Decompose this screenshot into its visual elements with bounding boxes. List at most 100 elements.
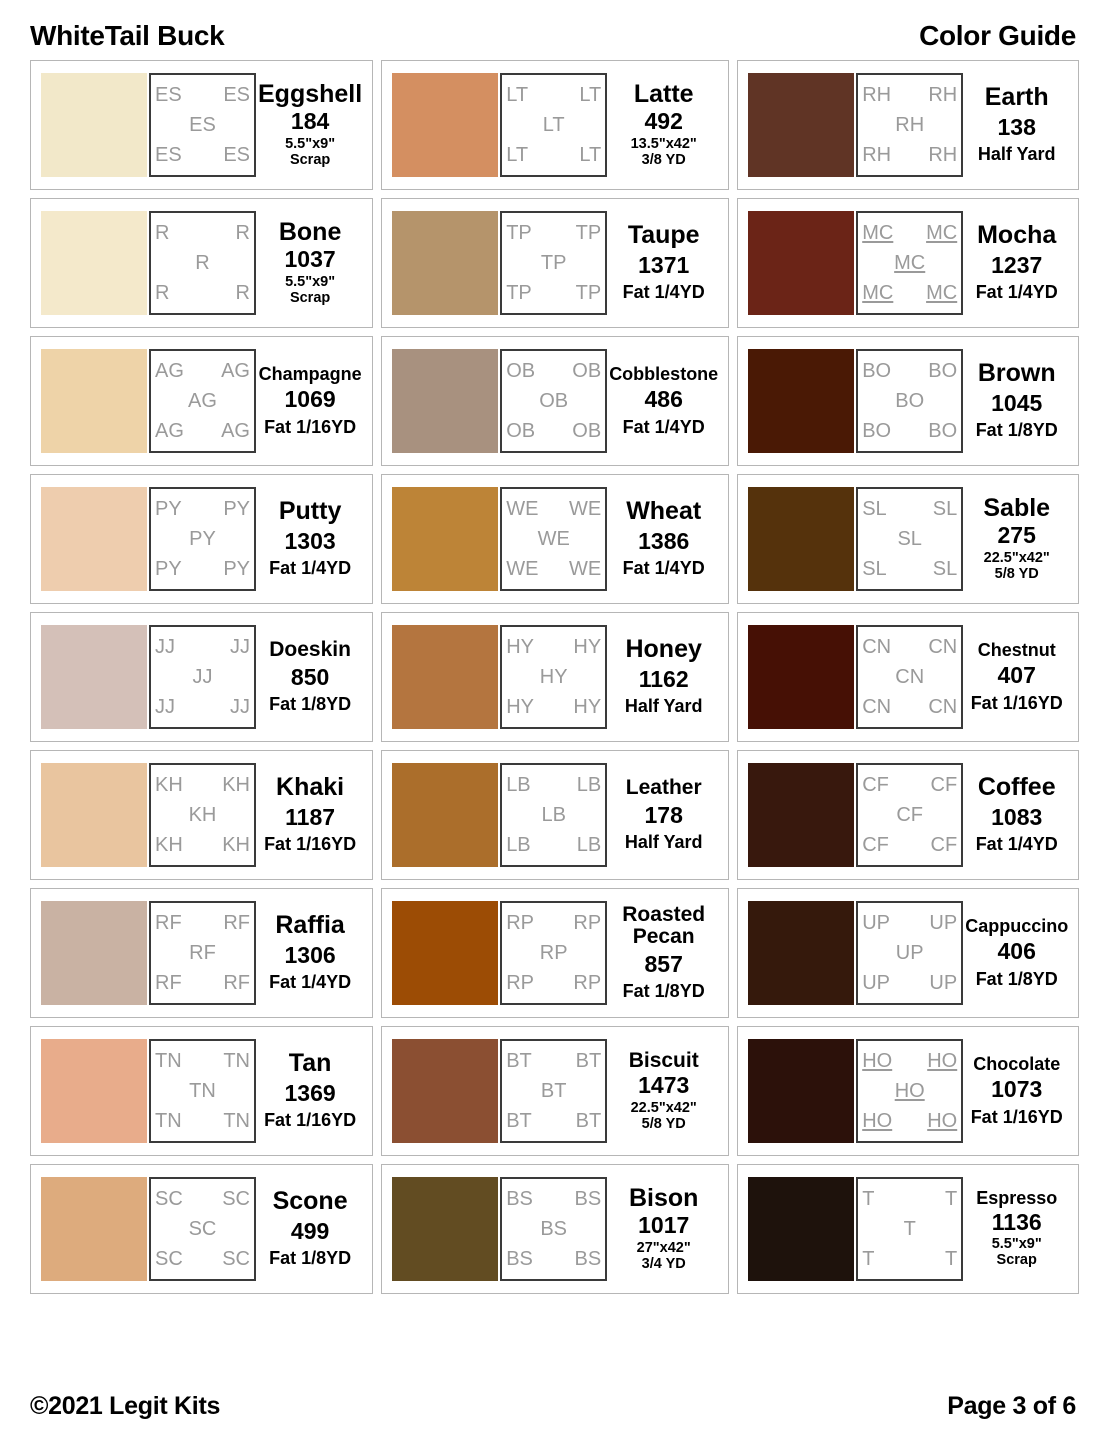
fabric-name: Khaki: [276, 773, 345, 802]
fabric-code: BO: [928, 420, 958, 442]
fabric-code: CN: [862, 696, 892, 718]
fabric-number: 1306: [284, 941, 336, 968]
fabric-name: Scone: [272, 1187, 348, 1216]
fabric-info: Tan 1369 Fat 1/16YD: [256, 1050, 364, 1131]
fabric-yardage: Fat 1/8YD: [975, 420, 1058, 441]
fabric-number: 1386: [638, 527, 690, 554]
code-box: HY HY HY HY HY: [500, 625, 608, 729]
fabric-code: WE: [506, 558, 539, 580]
code-row-top: CF CF: [862, 775, 957, 795]
color-swatch: [392, 73, 499, 177]
fabric-code: HY: [573, 696, 602, 718]
fabric-card: OB OB OB OB OB Cobblestone 486 Fat 1/4YD: [381, 336, 730, 466]
color-swatch: [748, 487, 855, 591]
fabric-code: BS: [574, 1188, 602, 1210]
code-row-top: RP RP: [506, 913, 601, 933]
fabric-number: 499: [290, 1217, 330, 1244]
fabric-card: SL SL SL SL SL Sable 275 22.5"x42" 5/8 YD: [737, 474, 1080, 604]
fabric-code: CN: [895, 666, 925, 688]
code-row-top: AG AG: [155, 361, 250, 381]
fabric-code: BO: [862, 420, 892, 442]
fabric-code: R: [155, 282, 170, 304]
fabric-name: Honey: [625, 635, 702, 664]
code-row-bottom: SL SL: [862, 559, 957, 579]
fabric-code: RH: [862, 144, 892, 166]
fabric-card: CF CF CF CF CF Coffee 1083 Fat 1/4YD: [737, 750, 1080, 880]
fabric-code: KH: [155, 834, 183, 856]
code-row-bottom: CN CN: [862, 697, 957, 717]
code-row-middle: BO: [862, 391, 957, 411]
fabric-name: Mocha: [977, 221, 1057, 250]
fabric-code: CF: [862, 774, 889, 796]
fabric-code: JJ: [230, 636, 250, 658]
color-swatch: [748, 1039, 855, 1143]
fabric-code: RF: [155, 912, 182, 934]
fabric-number: 1187: [285, 803, 336, 830]
fabric-code: PY: [155, 498, 182, 520]
fabric-code: OB: [572, 420, 602, 442]
fabric-code: R: [235, 222, 250, 244]
fabric-code: RP: [573, 912, 602, 934]
fabric-number: 275: [997, 522, 1036, 549]
fabric-card: RH RH RH RH RH Earth 138 Half Yard: [737, 60, 1080, 190]
fabric-number: 138: [997, 113, 1036, 140]
fabric-number: 1237: [991, 251, 1043, 278]
fabric-card: RP RP RP RP RP Roasted Pecan 857 Fat 1/8YD: [381, 888, 730, 1018]
color-swatch: [748, 1177, 855, 1281]
code-row-bottom: BS BS: [506, 1249, 601, 1269]
fabric-yardage: Fat 1/8YD: [269, 1248, 352, 1269]
fabric-card: RF RF RF RF RF Raffia 1306 Fat 1/4YD: [30, 888, 374, 1018]
color-swatch: [41, 487, 147, 591]
code-row-middle: OB: [506, 391, 601, 411]
code-row-middle: SL: [862, 529, 957, 549]
fabric-code: UP: [895, 942, 924, 964]
fabric-number: 1083: [991, 803, 1043, 830]
fabric-info: Chocolate 1073 Fat 1/16YD: [963, 1055, 1070, 1128]
fabric-cut-size: 5.5"x9": [285, 135, 336, 152]
fabric-code: TN: [155, 1110, 182, 1132]
color-swatch: [41, 763, 147, 867]
color-swatch: [748, 73, 855, 177]
fabric-code: MC: [926, 222, 958, 244]
fabric-code: BT: [506, 1110, 532, 1132]
fabric-number: 1017: [638, 1212, 690, 1239]
fabric-number: 1371: [638, 251, 690, 278]
fabric-code: AG: [221, 420, 250, 442]
fabric-code: BS: [506, 1188, 533, 1210]
fabric-code: RH: [895, 114, 925, 136]
fabric-code: BS: [574, 1248, 602, 1270]
fabric-name: Champagne: [258, 363, 362, 384]
code-row-bottom: WE WE: [506, 559, 601, 579]
fabric-number: 406: [997, 938, 1036, 965]
fabric-card: HO HO HO HO HO Chocolate 1073 Fat 1/16YD: [737, 1026, 1080, 1156]
fabric-card: KH KH KH KH KH Khaki 1187 Fat 1/16YD: [30, 750, 374, 880]
fabric-code: SL: [932, 498, 958, 520]
fabric-code: SC: [222, 1248, 250, 1270]
fabric-code: ES: [223, 144, 250, 166]
fabric-number: 184: [290, 108, 330, 135]
fabric-cut-size: 13.5"x42": [630, 135, 697, 152]
code-box: OB OB OB OB OB: [500, 349, 608, 453]
fabric-code: MC: [862, 222, 894, 244]
fabric-card: AG AG AG AG AG Champagne 1069 Fat 1/16YD: [30, 336, 374, 466]
code-row-bottom: TP TP: [506, 283, 601, 303]
fabric-code: ES: [155, 144, 182, 166]
fabric-yardage: Fat 1/16YD: [264, 416, 357, 437]
fabric-yardage: Half Yard: [624, 832, 703, 853]
code-row-bottom: SC SC: [155, 1249, 250, 1269]
fabric-yardage: Fat 1/8YD: [269, 694, 352, 715]
fabric-card: MC MC MC MC MC Mocha 1237 Fat 1/4YD: [737, 198, 1080, 328]
color-swatch: [392, 487, 499, 591]
code-row-top: HO HO: [862, 1051, 957, 1071]
copyright-text: ©2021 Legit Kits: [30, 1392, 221, 1420]
color-swatch: [748, 211, 855, 315]
fabric-number: 1045: [991, 389, 1043, 416]
fabric-name: Espresso: [976, 1188, 1058, 1209]
fabric-code: ES: [155, 84, 182, 106]
code-row-middle: RH: [862, 115, 957, 135]
fabric-code: SL: [897, 528, 922, 550]
page-number: Page 3 of 6: [947, 1392, 1076, 1420]
